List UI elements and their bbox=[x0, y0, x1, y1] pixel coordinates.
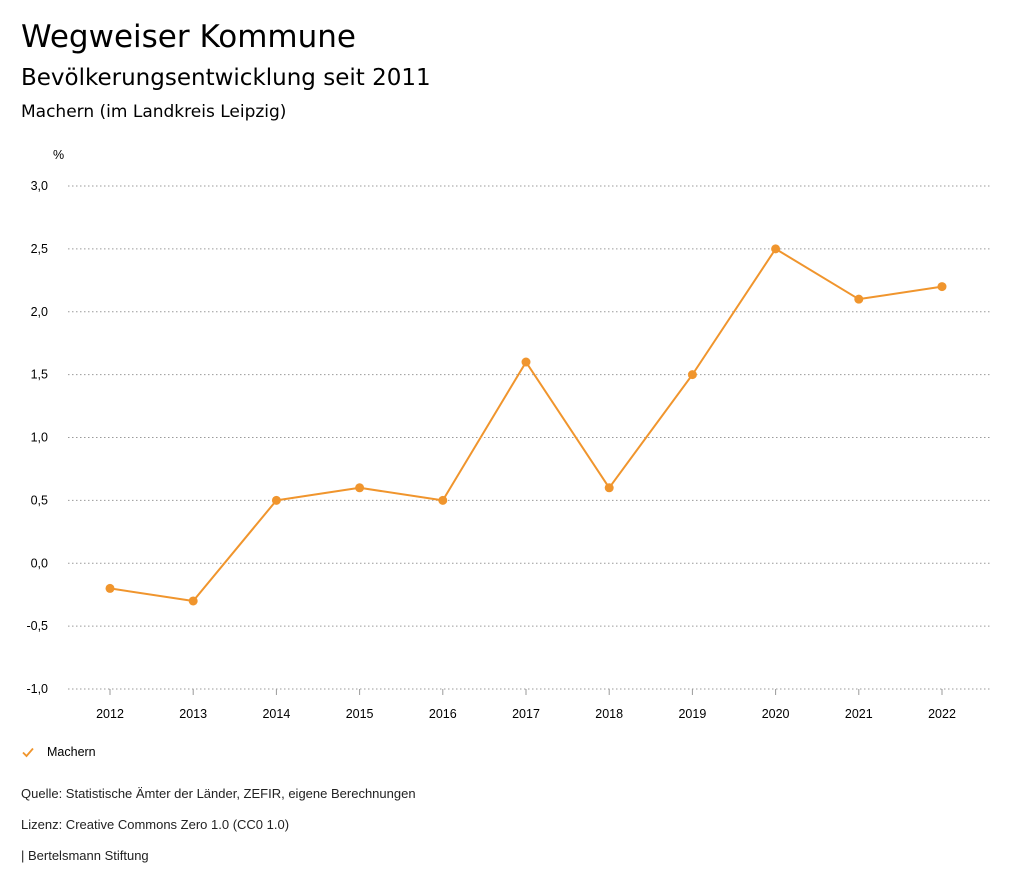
chart-gridlines bbox=[68, 185, 990, 690]
y-tick-label: 2,5 bbox=[31, 242, 48, 256]
data-point[interactable] bbox=[105, 583, 115, 593]
legend-label-machern: Machern bbox=[47, 745, 96, 759]
x-tick-label: 2016 bbox=[429, 707, 457, 721]
x-tick-label: 2012 bbox=[96, 707, 124, 721]
data-point[interactable] bbox=[771, 244, 781, 254]
data-point[interactable] bbox=[604, 483, 614, 493]
data-point[interactable] bbox=[438, 495, 448, 505]
x-tick-label: 2015 bbox=[346, 707, 374, 721]
x-tick-label: 2018 bbox=[595, 707, 623, 721]
y-tick-label: 2,0 bbox=[31, 305, 48, 319]
data-point[interactable] bbox=[687, 370, 697, 380]
x-tick-label: 2014 bbox=[262, 707, 290, 721]
license-note: Lizenz: Creative Commons Zero 1.0 (CC0 1… bbox=[21, 817, 290, 832]
y-axis-ticks: 3,0 2,5 2,0 1,5 1,0 0,5 0,0 -0,5 -1,0 bbox=[26, 179, 48, 696]
series-line-machern bbox=[109, 247, 943, 602]
data-point[interactable] bbox=[271, 495, 281, 505]
chart-subtitle: Bevölkerungsentwicklung seit 2011 bbox=[21, 65, 431, 91]
x-tick-label: 2020 bbox=[762, 707, 790, 721]
x-tick-label: 2019 bbox=[678, 707, 706, 721]
y-tick-label: 1,0 bbox=[31, 431, 48, 445]
page-title: Wegweiser Kommune bbox=[21, 19, 356, 55]
x-tick-label: 2017 bbox=[512, 707, 540, 721]
data-point[interactable] bbox=[188, 596, 198, 606]
region-label: Machern (im Landkreis Leipzig) bbox=[21, 102, 287, 122]
x-axis-ticks: 2012 2013 2014 2015 2016 2017 2018 2019 2020 2021… bbox=[96, 689, 956, 721]
x-tick-label: 2013 bbox=[179, 707, 207, 721]
y-tick-label: -1,0 bbox=[26, 682, 48, 696]
source-note: Quelle: Statistische Ämter der Länder, Z… bbox=[21, 786, 416, 801]
y-tick-label: -0,5 bbox=[26, 619, 48, 633]
y-tick-label: 1,5 bbox=[31, 368, 48, 382]
data-point[interactable] bbox=[521, 357, 531, 367]
chart-series bbox=[105, 244, 947, 606]
chart-header: Wegweiser Kommune Bevölkerungsentwicklun… bbox=[21, 18, 431, 123]
checkmark-icon[interactable] bbox=[21, 745, 35, 759]
y-axis-unit-label: % bbox=[53, 148, 64, 162]
data-point[interactable] bbox=[355, 483, 365, 493]
data-point[interactable] bbox=[854, 294, 864, 304]
y-tick-label: 3,0 bbox=[31, 179, 48, 193]
y-tick-label: 0,5 bbox=[31, 493, 48, 507]
line-chart: % 3,0 2,5 2,0 1,5 1,0 0,5 0,0 -0,5 -1,0 2012 2013… bbox=[26, 148, 990, 721]
chart-legend[interactable]: Machern bbox=[21, 745, 96, 759]
x-tick-label: 2022 bbox=[928, 707, 956, 721]
data-point[interactable] bbox=[937, 282, 947, 292]
publisher-note: | Bertelsmann Stiftung bbox=[21, 848, 149, 863]
y-tick-label: 0,0 bbox=[31, 556, 48, 570]
x-tick-label: 2021 bbox=[845, 707, 873, 721]
